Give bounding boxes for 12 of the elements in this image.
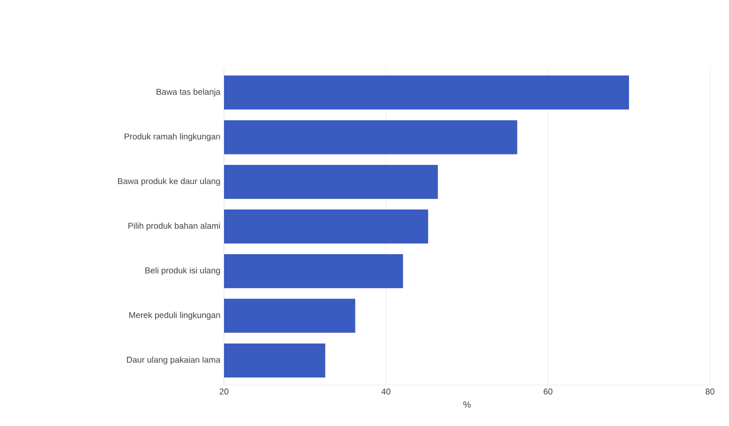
x-tick-label: 80 <box>706 388 714 395</box>
y-tick-label: Bawa tas belanja <box>156 88 220 96</box>
y-tick-label: Merek peduli lingkungan <box>129 312 220 320</box>
y-tick-label: Pilih produk bahan alami <box>128 222 220 230</box>
x-axis-title: % <box>463 401 471 408</box>
x-tick-label: 60 <box>544 388 552 395</box>
y-tick-label: Produk ramah lingkungan <box>124 133 220 142</box>
x-tick-label: 40 <box>381 388 390 395</box>
x-tick-label: 20 <box>220 388 228 395</box>
y-tick-label: Daur ulang pakaian lama <box>127 356 220 364</box>
y-tick-label: Beli produk isi ulang <box>145 267 220 276</box>
y-tick-label: Bawa produk ke daur ulang <box>118 178 220 186</box>
